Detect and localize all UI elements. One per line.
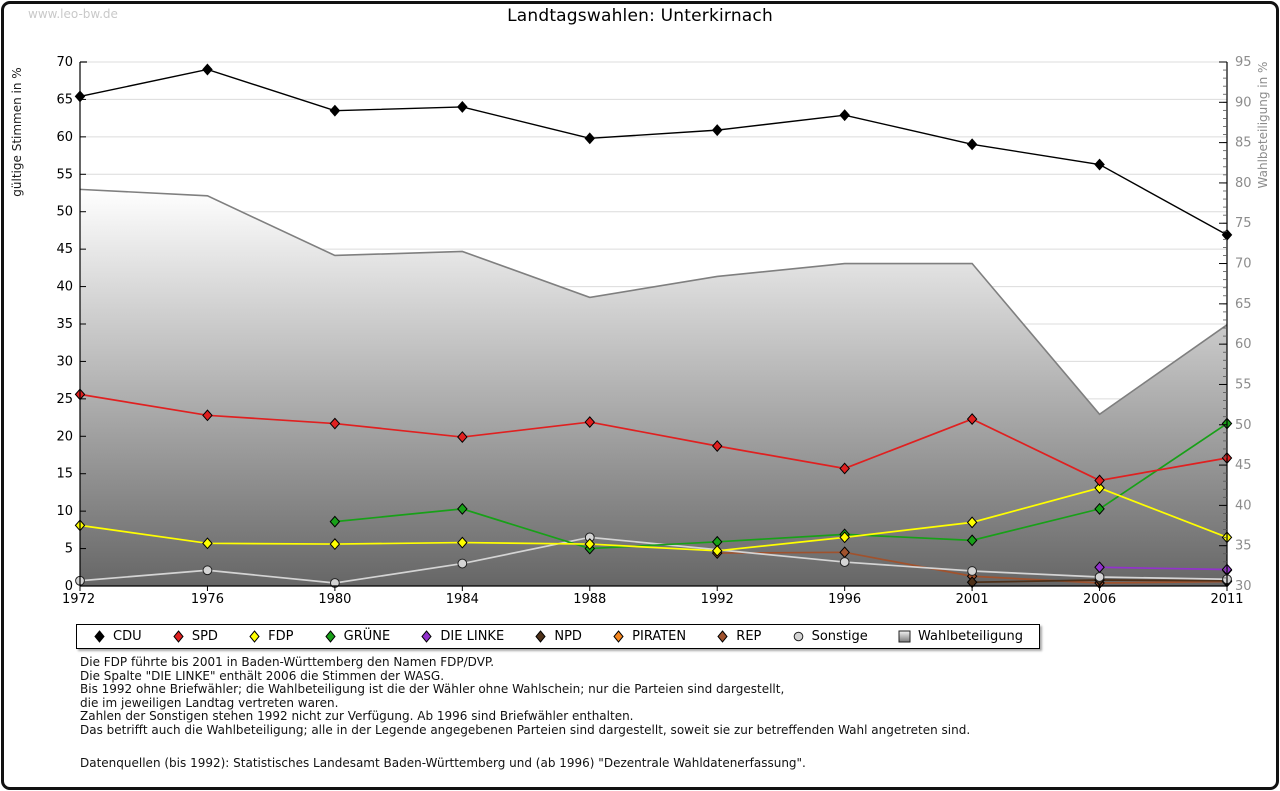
svg-text:70: 70 [56, 55, 73, 70]
axes: 0 5 10 15 20 25 30 35 40 45 50 55 60 65 70 30 35 40 45 50 55… [56, 55, 1251, 607]
svg-text:1976: 1976 [191, 592, 224, 607]
legend-label: DIE LINKE [440, 629, 505, 644]
footnote-line: Das betrifft auch die Wahlbeteiligung; a… [80, 722, 971, 737]
legend-item-rep: REP [716, 629, 761, 644]
svg-text:0: 0 [65, 579, 73, 594]
footnote-line: Bis 1992 ohne Briefwähler; die Wahlbetei… [80, 682, 785, 696]
party-marker-icon [421, 630, 433, 643]
svg-text:30: 30 [1235, 579, 1252, 594]
turnout-legend-swatch-icon [898, 630, 911, 643]
svg-text:45: 45 [1235, 458, 1252, 473]
chart-legend: CDU SPD FDP GRÜNE DIE LINKE NPD PIRATEN REP Sons… [76, 624, 1040, 649]
svg-text:2001: 2001 [956, 592, 989, 607]
legend-item-piraten: PIRATEN [612, 629, 686, 644]
svg-text:15: 15 [56, 467, 73, 482]
footnote-line: Die FDP führte bis 2001 in Baden-Württem… [80, 655, 495, 669]
svg-text:50: 50 [56, 205, 73, 220]
svg-text:5: 5 [65, 542, 73, 557]
legend-label: FDP [268, 629, 294, 644]
legend-label: GRÜNE [343, 629, 391, 644]
party-marker-icon [325, 630, 336, 643]
legend-item-grüne: GRÜNE [324, 629, 391, 644]
legend-label: Wahlbeteiligung [917, 629, 1023, 644]
election-line-chart: 0 5 10 15 20 25 30 35 40 45 50 55 60 65 70 30 35 40 45 50 55… [56, 55, 1251, 607]
svg-text:55: 55 [1235, 377, 1252, 392]
svg-text:1996: 1996 [828, 592, 861, 607]
svg-text:90: 90 [1235, 95, 1252, 110]
legend-item-sonstige: Sonstige [792, 629, 868, 644]
legend-item-npd: NPD [534, 629, 582, 644]
footnote-line: Die Spalte "DIE LINKE" enthält 2006 die … [80, 668, 445, 683]
svg-text:55: 55 [56, 167, 73, 182]
legend-item-die-linke: DIE LINKE [420, 629, 504, 644]
svg-text:60: 60 [1235, 337, 1252, 352]
data-source-line: Datenquellen (bis 1992): Statistisches L… [80, 756, 806, 770]
svg-text:1988: 1988 [573, 592, 606, 607]
site-watermark: www.leo-bw.de [28, 7, 118, 21]
svg-text:80: 80 [1235, 176, 1252, 191]
svg-text:40: 40 [56, 280, 73, 295]
party-marker-icon [535, 630, 547, 643]
svg-text:2011: 2011 [1210, 592, 1243, 607]
svg-text:45: 45 [56, 242, 73, 257]
legend-item-fdp: FDP [248, 629, 293, 644]
svg-text:85: 85 [1235, 136, 1252, 151]
party-marker-icon [717, 630, 728, 643]
svg-text:1980: 1980 [318, 592, 351, 607]
svg-text:95: 95 [1235, 55, 1252, 70]
legend-label: CDU [113, 629, 142, 644]
legend-label: SPD [191, 629, 218, 644]
svg-text:1992: 1992 [701, 592, 734, 607]
legend-label: REP [736, 629, 762, 644]
legend-label: Sonstige [811, 629, 868, 644]
y-axis-left-title: gültige Stimmen in % [10, 67, 24, 197]
svg-text:1984: 1984 [446, 592, 479, 607]
series-fdp [74, 481, 1233, 557]
svg-text:65: 65 [56, 92, 73, 107]
legend-item-cdu: CDU [93, 629, 142, 644]
svg-text:60: 60 [56, 130, 73, 145]
footnote-line: Zahlen der Sonstigen stehen 1992 nicht z… [80, 709, 634, 723]
y-axis-right-title: Wahlbeteiligung in % [1256, 61, 1270, 189]
svg-text:2006: 2006 [1083, 592, 1116, 607]
svg-text:30: 30 [56, 354, 73, 369]
party-marker-icon [94, 630, 105, 643]
chart-footnotes: Die FDP führte bis 2001 in Baden-Württem… [80, 655, 971, 771]
legend-label: PIRATEN [632, 629, 687, 644]
svg-text:1972: 1972 [62, 592, 95, 607]
svg-text:25: 25 [56, 392, 73, 407]
party-marker-icon [173, 630, 184, 643]
series-spd [74, 388, 1233, 487]
party-marker-icon [793, 631, 803, 642]
party-marker-icon [249, 630, 260, 643]
turnout-area [79, 188, 1228, 586]
svg-text:35: 35 [1235, 539, 1252, 554]
legend-item-spd: SPD [172, 629, 218, 644]
svg-text:75: 75 [1235, 216, 1252, 231]
legend-label: NPD [554, 629, 582, 644]
svg-text:20: 20 [56, 429, 73, 444]
chart-title: Landtagswahlen: Unterkirnach [507, 6, 773, 26]
footnote-line: die im jeweiligen Landtag vertreten ware… [80, 695, 339, 710]
party-marker-icon [613, 630, 624, 643]
svg-text:40: 40 [1235, 498, 1252, 513]
series-cdu [74, 63, 1233, 241]
svg-text:70: 70 [1235, 257, 1252, 272]
svg-text:10: 10 [56, 504, 73, 519]
svg-text:65: 65 [1235, 297, 1252, 312]
svg-text:50: 50 [1235, 418, 1252, 433]
legend-item-wahlbeteiligung: Wahlbeteiligung [898, 629, 1023, 644]
svg-text:35: 35 [56, 317, 73, 332]
